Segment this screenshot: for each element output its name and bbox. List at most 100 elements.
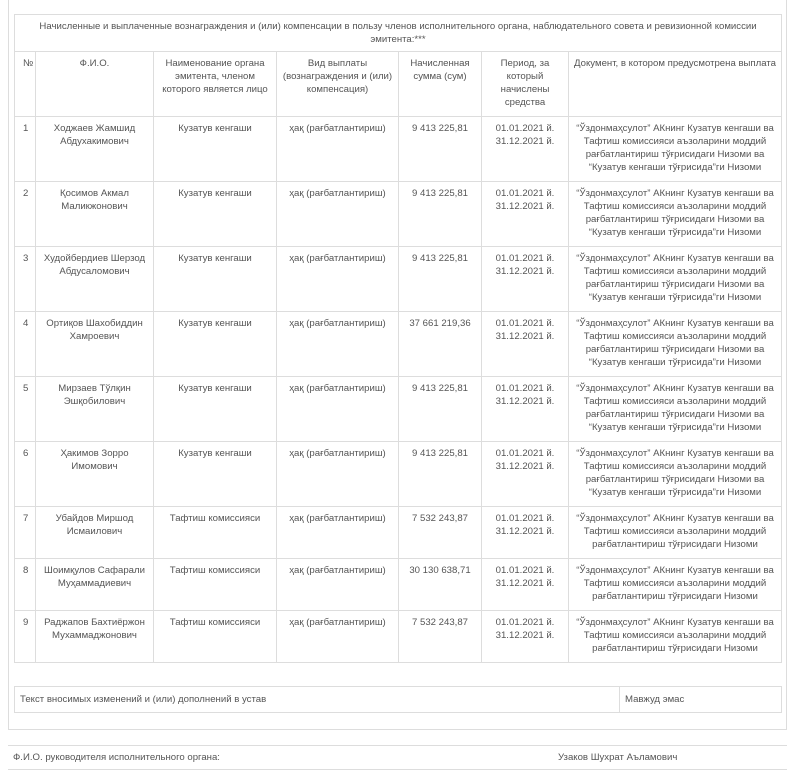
charter-value: Мавжуд эмас [619,686,782,713]
row-number: 9 [14,610,36,663]
period: 01.01.2021 й. 31.12.2021 й. [481,376,569,442]
amount: 9 413 225,81 [398,246,482,312]
executive-head-name: Узаков Шухрат Аъламович [558,752,678,763]
row-number: 2 [14,181,36,247]
period: 01.01.2021 й. 31.12.2021 й. [481,441,569,507]
payment-type: ҳақ (рағбатлантириш) [276,246,399,312]
payment-type: ҳақ (рағбатлантириш) [276,311,399,377]
document: “Ўздонмаҳсулот” АКнинг Кузатув кенгаши в… [567,441,783,507]
period-start: 01.01.2021 й. [495,448,555,459]
member-name: Мирзаев Тўлқин Эшқобилович [35,376,154,442]
executive-head-row: Ф.И.О. руководителя исполнительного орга… [8,745,787,770]
row-number: 8 [14,558,36,611]
header-document: Документ, в котором предусмотрена выплат… [567,51,783,117]
payment-type: ҳақ (рағбатлантириш) [276,181,399,247]
payment-type: ҳақ (рағбатлантириш) [276,116,399,182]
row-number: 5 [14,376,36,442]
document: “Ўздонмаҳсулот” АКнинг Кузатув кенгаши в… [567,558,783,611]
organ: Кузатув кенгаши [153,311,277,377]
period-end: 31.12.2021 й. [495,331,555,342]
header-payment-type: Вид выплаты (вознаграждения и (или) комп… [276,51,399,117]
period-end: 31.12.2021 й. [495,578,555,589]
document: “Ўздонмаҳсулот” АКнинг Кузатув кенгаши в… [567,181,783,247]
period-end: 31.12.2021 й. [495,630,555,641]
period: 01.01.2021 й. 31.12.2021 й. [481,181,569,247]
period-start: 01.01.2021 й. [495,565,555,576]
member-name: Ортиқов Шахобиддин Хамроевич [35,311,154,377]
organ: Кузатув кенгаши [153,116,277,182]
table-row: 2 Қосимов Акмал Маликжонович Кузатув кенга… [14,181,783,247]
period-start: 01.01.2021 й. [495,318,555,329]
member-name: Убайдов Миршод Исмаилович [35,506,154,559]
document: “Ўздонмаҳсулот” АКнинг Кузатув кенгаши в… [567,246,783,312]
organ: Кузатув кенгаши [153,376,277,442]
member-name: Ҳакимов Зорро Имомович [35,441,154,507]
period-start: 01.01.2021 й. [495,383,555,394]
payment-type: ҳақ (рағбатлантириш) [276,558,399,611]
amount: 7 532 243,87 [398,610,482,663]
period-start: 01.01.2021 й. [495,188,555,199]
payment-type: ҳақ (рағбатлантириш) [276,610,399,663]
report-panel: Начисленные и выплаченные вознаграждения… [8,0,787,730]
table-row: 4 Ортиқов Шахобиддин Хамроевич Кузатув кен… [14,311,783,377]
row-number: 1 [14,116,36,182]
table-row: 9 Раджапов Бахтиёржон Мухаммаджонович Тафт… [14,610,783,663]
payment-type: ҳақ (рағбатлантириш) [276,441,399,507]
period-end: 31.12.2021 й. [495,266,555,277]
table-title: Начисленные и выплаченные вознаграждения… [13,14,783,52]
period-end: 31.12.2021 й. [495,461,555,472]
header-name: Ф.И.О. [35,51,154,117]
member-name: Ходжаев Жамшид Абдухакимович [35,116,154,182]
header-number: № [14,51,36,117]
row-number: 4 [14,311,36,377]
organ: Тафтиш комиссияси [153,610,277,663]
period: 01.01.2021 й. 31.12.2021 й. [481,246,569,312]
amount: 9 413 225,81 [398,116,482,182]
organ: Кузатув кенгаши [153,246,277,312]
amount: 37 661 219,36 [398,311,482,377]
member-name: Раджапов Бахтиёржон Мухаммаджонович [35,610,154,663]
member-name: Шоимқулов Сафарали Муҳаммадиевич [35,558,154,611]
amount: 9 413 225,81 [398,376,482,442]
remuneration-table: Начисленные и выплаченные вознаграждения… [13,14,783,663]
member-name: Қосимов Акмал Маликжонович [35,181,154,247]
period: 01.01.2021 й. 31.12.2021 й. [481,311,569,377]
document: “Ўздонмаҳсулот” АКнинг Кузатув кенгаши в… [567,116,783,182]
amount: 7 532 243,87 [398,506,482,559]
table-header-row: № Ф.И.О. Наименование органа эмитента, ч… [14,51,783,117]
payment-type: ҳақ (рағбатлантириш) [276,506,399,559]
document: “Ўздонмаҳсулот” АКнинг Кузатув кенгаши в… [567,376,783,442]
executive-head-label: Ф.И.О. руководителя исполнительного орга… [13,752,220,763]
amount: 30 130 638,71 [398,558,482,611]
charter-label: Текст вносимых изменений и (или) дополне… [14,686,620,713]
organ: Тафтиш комиссияси [153,558,277,611]
table-row: 1 Ходжаев Жамшид Абдухакимович Кузатув кен… [14,116,783,182]
period: 01.01.2021 й. 31.12.2021 й. [481,506,569,559]
period-end: 31.12.2021 й. [495,136,555,147]
header-period: Период, за который начислены средства [481,51,569,117]
amount: 9 413 225,81 [398,441,482,507]
table-row: 5 Мирзаев Тўлқин Эшқобилович Кузатув кенга… [14,376,783,442]
period-start: 01.01.2021 й. [495,513,555,524]
table-row: 7 Убайдов Миршод Исмаилович Тафтиш комисси… [14,506,783,559]
header-organ: Наименование органа эмитента, членом кот… [153,51,277,117]
period: 01.01.2021 й. 31.12.2021 й. [481,558,569,611]
period-start: 01.01.2021 й. [495,253,555,264]
organ: Тафтиш комиссияси [153,506,277,559]
period-start: 01.01.2021 й. [495,617,555,628]
table-row: 6 Ҳакимов Зорро Имомович Кузатув кенгаши ҳа… [14,441,783,507]
period-start: 01.01.2021 й. [495,123,555,134]
period: 01.01.2021 й. 31.12.2021 й. [481,116,569,182]
row-number: 7 [14,506,36,559]
table-row: 3 Худойбердиев Шерзод Абдусаломович Кузату… [14,246,783,312]
document: “Ўздонмаҳсулот” АКнинг Кузатув кенгаши в… [567,311,783,377]
table-row: 8 Шоимқулов Сафарали Муҳаммадиевич Тафтиш … [14,558,783,611]
organ: Кузатув кенгаши [153,181,277,247]
row-number: 3 [14,246,36,312]
period-end: 31.12.2021 й. [495,201,555,212]
payment-type: ҳақ (рағбатлантириш) [276,376,399,442]
organ: Кузатув кенгаши [153,441,277,507]
document: “Ўздонмаҳсулот” АКнинг Кузатув кенгаши в… [567,610,783,663]
period-end: 31.12.2021 й. [495,526,555,537]
charter-changes-table: Текст вносимых изменений и (или) дополне… [14,686,782,713]
